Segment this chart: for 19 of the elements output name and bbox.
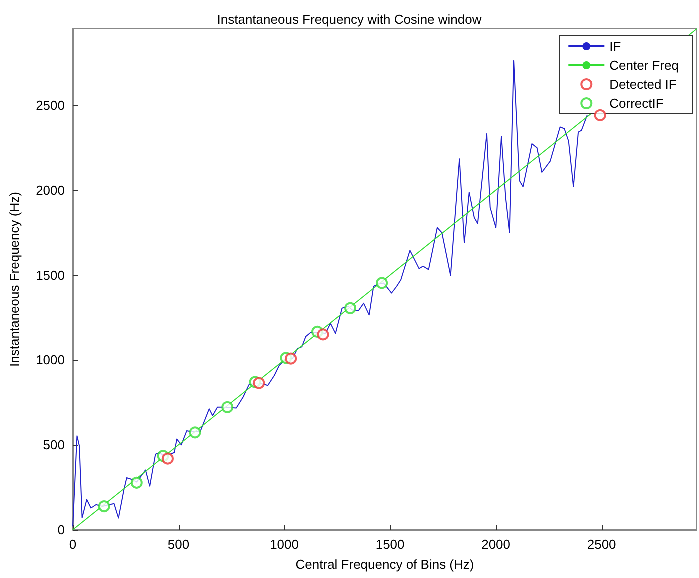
legend-label: Detected IF — [610, 77, 677, 92]
legend-label: IF — [610, 39, 622, 54]
x-tick-label: 0 — [69, 537, 77, 552]
y-axis-title: Instantaneous Frequency (Hz) — [7, 192, 22, 367]
chart-title: Instantaneous Frequency with Cosine window — [217, 12, 482, 27]
x-axis-title: Central Frequency of Bins (Hz) — [296, 557, 474, 572]
y-tick-label: 1000 — [36, 352, 65, 368]
x-tick-label: 500 — [168, 537, 190, 552]
y-tick-label: 1500 — [36, 268, 65, 283]
y-tick-label: 500 — [43, 438, 65, 453]
y-tick-label: 2500 — [36, 98, 65, 113]
y-tick-label: 2000 — [36, 182, 65, 198]
x-tick-label: 1000 — [270, 537, 299, 552]
x-tick-label: 1500 — [376, 537, 405, 552]
x-tick-label: 2500 — [587, 537, 616, 552]
y-tick-label: 0 — [58, 522, 65, 538]
legend-label: Center Freq — [610, 58, 680, 73]
legend-label: CorrectIF — [610, 96, 664, 111]
x-tick-label: 2000 — [482, 537, 511, 552]
